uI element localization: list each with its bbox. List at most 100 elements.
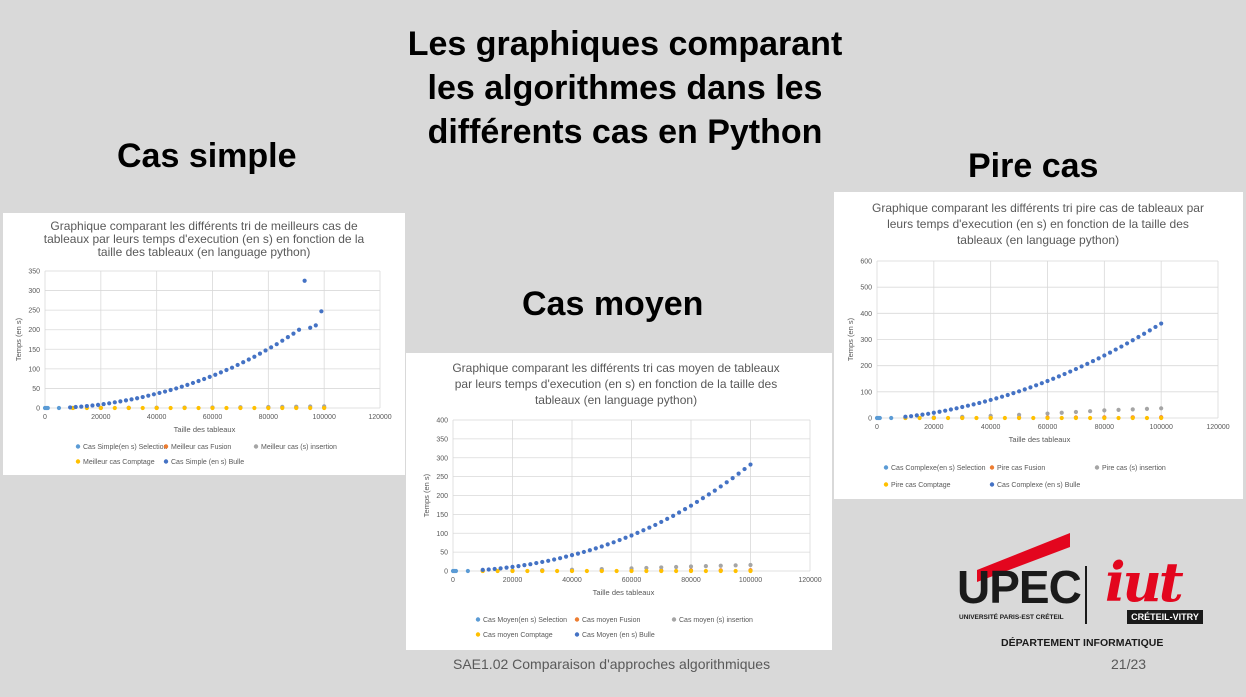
y-tick-label: 200 [860, 363, 872, 370]
data-point-comptage [154, 405, 159, 411]
data-point-bulle [1107, 350, 1113, 355]
legend-marker [574, 617, 580, 622]
data-point-bulle [285, 335, 290, 340]
data-point-bulle [575, 551, 581, 556]
slide-title: Les graphiques comparant les algorithmes… [330, 22, 920, 154]
y-tick-label: 350 [436, 436, 448, 443]
data-point-bulle [960, 404, 965, 410]
data-point-bulle [207, 374, 212, 379]
data-point-bulle [313, 323, 318, 328]
section-label-simple: Cas simple [117, 137, 297, 175]
data-point-bulle [1022, 387, 1027, 392]
data-point-bulle [971, 402, 976, 407]
data-point-bulle [700, 496, 705, 501]
x-tick-label: 100000 [739, 577, 762, 584]
data-point-comptage [960, 415, 965, 421]
y-tick-label: 200 [28, 327, 40, 334]
legend-marker [253, 444, 259, 449]
data-point-bulle [1119, 344, 1124, 349]
y-tick-label: 200 [436, 493, 448, 500]
data-point-insertion [1016, 412, 1022, 417]
data-point-comptage [525, 568, 530, 574]
data-point-bulle [611, 540, 616, 545]
data-point-bulle [274, 342, 279, 347]
data-point-bulle [1056, 374, 1061, 379]
x-tick-label: 40000 [147, 414, 167, 421]
data-point-comptage [280, 405, 285, 411]
data-point-bulle [319, 309, 324, 314]
data-point-bulle [263, 348, 268, 353]
data-point-bulle [1079, 364, 1084, 369]
data-point-comptage [1130, 415, 1135, 421]
data-point-bulle [480, 567, 485, 572]
x-tick-label: 120000 [798, 577, 821, 584]
data-point-insertion [1116, 407, 1121, 412]
upec-logo-text: UPEC [957, 561, 1082, 613]
x-tick-label: 100000 [312, 414, 335, 421]
data-point-insertion [644, 565, 649, 571]
data-point-bulle [1028, 385, 1033, 390]
x-tick-label: 120000 [368, 414, 391, 421]
legend-label: Cas Complexe(en s) Selection [891, 465, 986, 472]
legend-marker [475, 617, 481, 622]
chart-panel-simple: Graphique comparant les différents tri d… [3, 213, 405, 475]
data-point-bulle [1068, 369, 1073, 374]
data-point-bulle [168, 387, 173, 393]
data-point-insertion [674, 564, 679, 570]
data-point-bulle [914, 413, 919, 418]
data-point-bulle [1159, 321, 1164, 326]
data-point-insertion [1088, 409, 1093, 414]
data-point-comptage [1059, 415, 1064, 421]
data-point-comptage [733, 568, 738, 574]
data-point-bulle [252, 354, 257, 359]
data-point-bulle [308, 325, 313, 330]
data-point-insertion [748, 562, 753, 568]
slide-title-line: Les graphiques comparant [407, 25, 843, 63]
logo-graphic [977, 533, 1070, 582]
data-point-bulle [196, 378, 201, 384]
x-tick-label: 60000 [622, 577, 642, 584]
y-axis-title: Temps (en s) [14, 317, 23, 361]
data-point-bulle [665, 516, 670, 522]
data-point-bulle [1005, 392, 1010, 398]
logo-block: UPEC UNIVERSITÉ PARIS-EST CRÉTEIL iut CR… [955, 530, 1215, 650]
data-point-bulle [694, 499, 700, 505]
data-point-bulle [112, 400, 117, 405]
data-point-bulle [587, 548, 592, 553]
page-number: 21/23 [1111, 656, 1147, 672]
data-point-bulle [982, 399, 988, 404]
data-point-comptage [1073, 415, 1079, 421]
data-point-bulle [118, 399, 123, 404]
x-axis-title: Taille des tableaux [1009, 435, 1071, 444]
chart-title: tableaux (en language python) [957, 233, 1119, 247]
data-point-bulle [903, 414, 908, 419]
legend-label: Cas Complexe (en s) Bulle [997, 482, 1080, 489]
data-point-bulle [1090, 358, 1096, 364]
upec-red-stripe [977, 533, 1070, 582]
data-point-bulle [1062, 371, 1067, 377]
data-point-bulle [730, 476, 735, 481]
data-point-bulle [623, 535, 628, 540]
data-point-bulle [920, 412, 925, 417]
data-point-comptage [1102, 415, 1107, 421]
data-point-bulle [948, 407, 953, 412]
section-label-moyen: Cas moyen [522, 285, 704, 323]
data-point-bulle [296, 327, 302, 332]
data-point-comptage [1016, 415, 1022, 421]
data-point-bulle [593, 546, 598, 551]
data-point-bulle [994, 396, 999, 401]
data-point-bulle [151, 392, 156, 397]
data-point-comptage [674, 568, 679, 574]
data-point-bulle [123, 398, 129, 403]
data-point-bulle [504, 565, 509, 570]
data-point-selection [877, 415, 882, 421]
data-point-selection [465, 568, 470, 574]
data-point-bulle [1011, 391, 1016, 396]
data-point-bulle [931, 410, 936, 415]
data-point-insertion [1130, 407, 1135, 412]
upec-logo-subtitle: UNIVERSITÉ PARIS-EST CRÉTEIL [959, 614, 1064, 621]
legend-marker [574, 632, 580, 637]
data-point-comptage [294, 405, 299, 411]
data-point-comptage [140, 405, 145, 411]
data-point-bulle [1073, 366, 1079, 372]
